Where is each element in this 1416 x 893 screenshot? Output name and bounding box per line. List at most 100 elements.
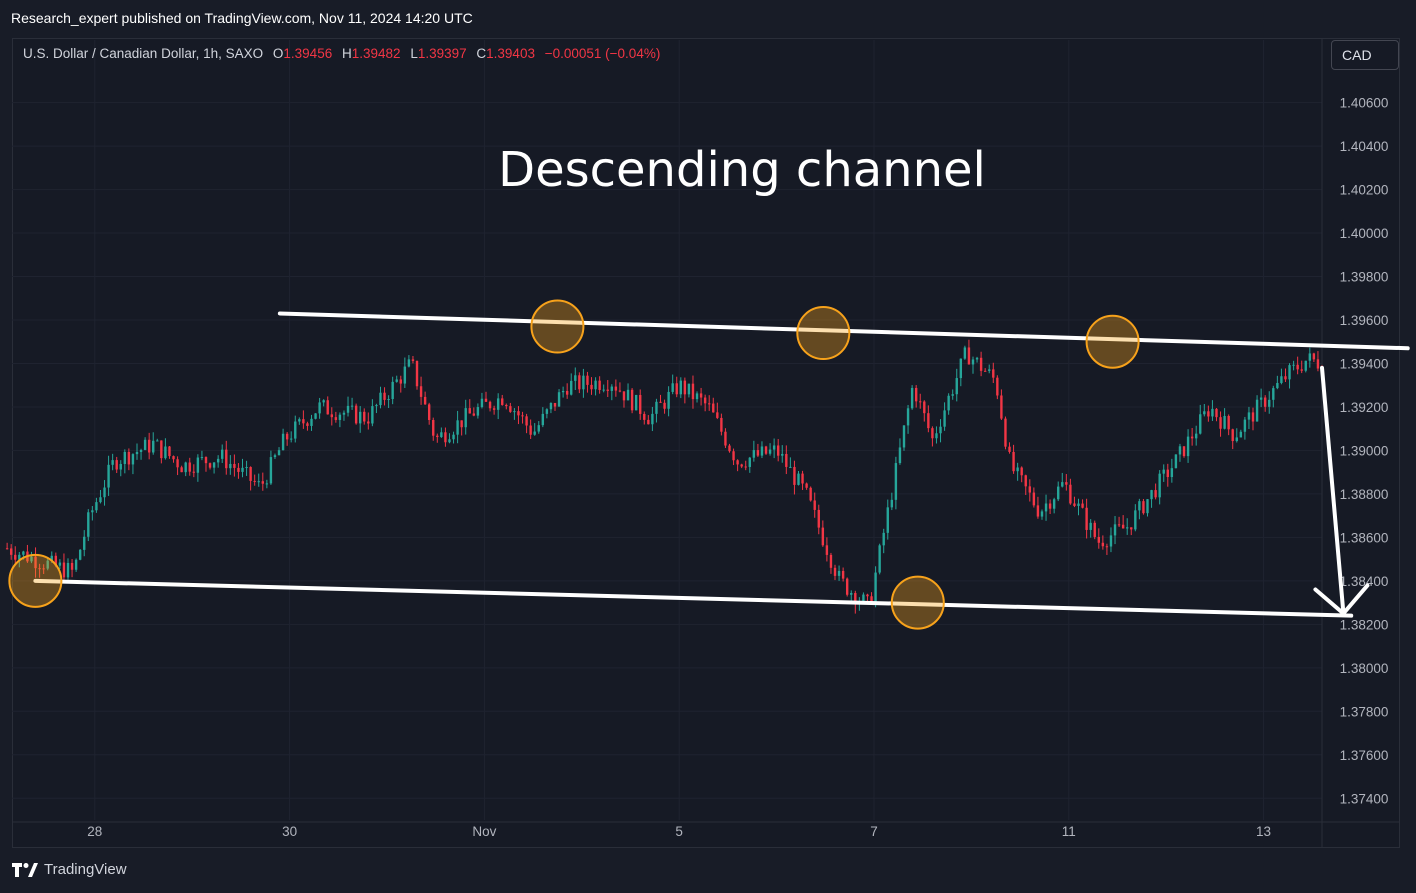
candle-body — [1223, 415, 1226, 429]
candle-body — [752, 450, 756, 458]
candle-body — [959, 358, 963, 379]
candle-body — [1304, 360, 1307, 371]
time-tick-label: 5 — [675, 824, 683, 839]
candle-body — [586, 375, 589, 385]
candle-body — [480, 398, 484, 408]
candle-body — [188, 462, 191, 472]
candle-body — [338, 414, 342, 420]
change-value: −0.00051 (−0.04%) — [544, 46, 661, 61]
annotations — [8, 299, 1410, 630]
candle-body — [622, 391, 626, 401]
candle-body — [241, 467, 244, 472]
candle-body — [992, 369, 995, 378]
footer-brand: TradingView — [44, 861, 127, 878]
candle-body — [695, 393, 699, 400]
candle-body — [1048, 503, 1052, 509]
symbol-name: U.S. Dollar / Canadian Dollar, 1h, SAXO — [23, 46, 264, 61]
high-label: H — [341, 46, 352, 61]
candle-body — [565, 390, 569, 395]
candle-body — [1251, 412, 1255, 422]
candle-body — [423, 396, 427, 405]
candle-body — [204, 457, 208, 464]
candle-body — [363, 411, 366, 422]
candle-body — [1130, 527, 1133, 530]
candle-body — [683, 380, 687, 395]
candle-body — [407, 359, 411, 367]
high-value: 1.39482 — [351, 46, 401, 61]
candle-body — [277, 450, 281, 456]
candle-body — [549, 402, 553, 410]
candle-body — [651, 413, 654, 425]
candle-body — [160, 440, 163, 459]
price-axis: 1.40600 1.40400 1.40200 1.40000 1.39800 1.396… — [1321, 38, 1389, 848]
currency-button[interactable]: CAD — [1331, 40, 1399, 70]
chart-frame[interactable] — [12, 38, 1400, 848]
price-tick-label: 1.38200 — [1340, 617, 1389, 632]
price-tick-label: 1.39800 — [1340, 270, 1389, 285]
candle-body — [281, 433, 285, 451]
candle-body — [647, 419, 650, 425]
candle-body — [302, 419, 305, 424]
candle-body — [1308, 353, 1312, 361]
candle-body — [83, 536, 86, 550]
candle-body — [1276, 382, 1279, 389]
candle-body — [914, 387, 918, 402]
candle-body — [1255, 399, 1259, 422]
candle-body — [517, 411, 520, 416]
candle-body — [614, 386, 618, 391]
candle-body — [74, 559, 78, 570]
candle-body — [1158, 473, 1161, 498]
candle-body — [841, 570, 845, 579]
candle-body — [123, 451, 127, 464]
candle-body — [322, 400, 325, 403]
candle-body — [561, 390, 565, 393]
candle-body — [306, 423, 309, 426]
candle-body — [634, 394, 638, 411]
candle-body — [54, 555, 58, 566]
candle-body — [87, 512, 90, 537]
candle-body — [269, 457, 273, 484]
candle-body — [594, 380, 597, 390]
price-tick-label: 1.37800 — [1340, 704, 1389, 719]
candle-body — [817, 509, 820, 528]
candle-body — [314, 413, 317, 419]
candle-body — [1020, 467, 1023, 476]
candle-body — [501, 398, 504, 405]
candle-body — [801, 473, 804, 484]
candle-body — [448, 439, 451, 443]
candle-body — [484, 398, 488, 402]
price-tick-label: 1.38600 — [1340, 530, 1389, 545]
candle-body — [845, 578, 849, 595]
candle-body — [533, 431, 536, 435]
candle-body — [403, 366, 407, 384]
candle-body — [1142, 501, 1145, 514]
candle-body — [805, 483, 808, 488]
candle-body — [720, 417, 723, 432]
candle-body — [387, 399, 390, 401]
candle-body — [472, 413, 476, 416]
candle-body — [1284, 376, 1287, 380]
candle-body — [756, 450, 760, 456]
candle-body — [221, 449, 224, 459]
candle-body — [34, 556, 37, 569]
candle-body — [139, 449, 143, 453]
candle-body — [598, 380, 601, 390]
price-tick-label: 1.39600 — [1340, 313, 1389, 328]
candle-body — [310, 418, 313, 426]
candle-body — [874, 572, 877, 604]
channel-upper-line — [277, 311, 1410, 351]
candle-body — [78, 549, 82, 560]
candle-body — [521, 415, 524, 417]
candle-body — [1077, 503, 1080, 506]
candle-body — [886, 507, 889, 533]
candle-body — [699, 393, 703, 398]
candle-body — [354, 405, 358, 424]
candle-body — [894, 463, 898, 500]
candle-body — [371, 406, 374, 424]
chart-title: Descending channel — [498, 142, 986, 198]
candle-body — [809, 487, 812, 501]
candle-body — [399, 379, 402, 384]
candle-body — [208, 463, 212, 468]
candle-body — [103, 487, 106, 498]
